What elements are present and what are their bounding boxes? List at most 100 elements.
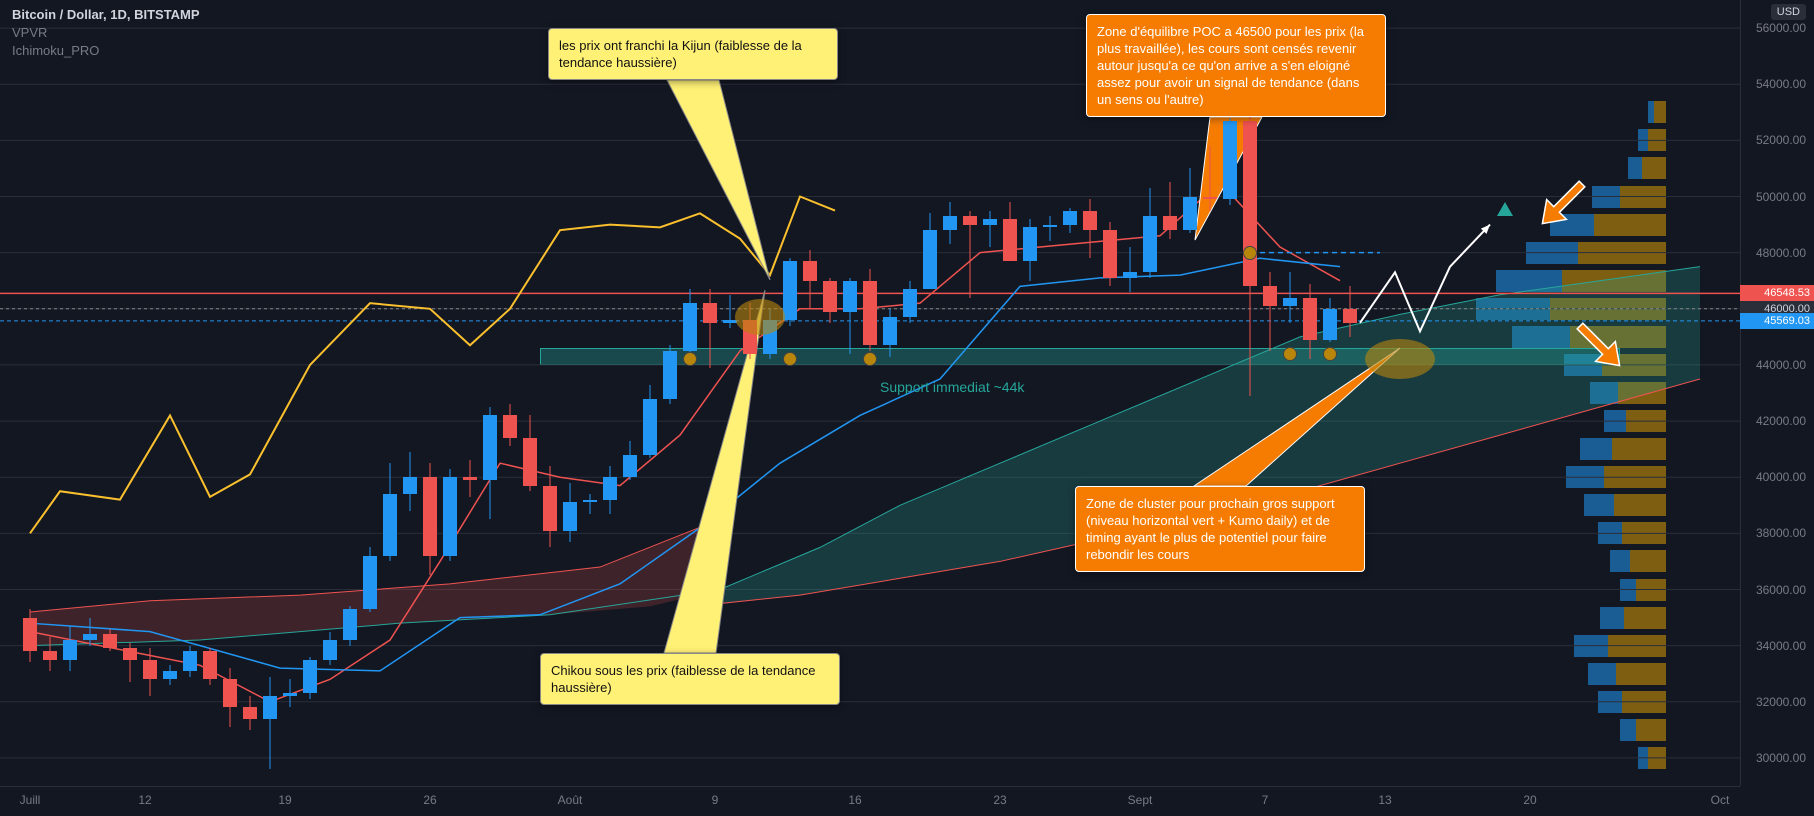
candle bbox=[343, 0, 357, 786]
candle bbox=[263, 0, 277, 786]
currency-label: USD bbox=[1771, 4, 1806, 20]
candle bbox=[843, 0, 857, 786]
x-tick: 19 bbox=[278, 793, 291, 807]
candle bbox=[1283, 0, 1297, 786]
y-tick: 40000.00 bbox=[1756, 470, 1806, 484]
volume-profile-row bbox=[1580, 438, 1666, 460]
y-axis: USD 56000.00 54000.00 52000.00 50000.00 4800… bbox=[1740, 0, 1814, 786]
candle bbox=[63, 0, 77, 786]
candle bbox=[1303, 0, 1317, 786]
volume-profile-row bbox=[1648, 101, 1666, 123]
volume-profile-row bbox=[1496, 270, 1666, 292]
x-tick: Sept bbox=[1128, 793, 1153, 807]
candle bbox=[1243, 0, 1257, 786]
candle bbox=[1203, 0, 1217, 786]
candle bbox=[1263, 0, 1277, 786]
marker-dot bbox=[1243, 246, 1257, 260]
chart-header: Bitcoin / Dollar, 1D, BITSTAMP VPVR Ichi… bbox=[12, 6, 200, 60]
x-tick: 7 bbox=[1262, 793, 1269, 807]
volume-profile-row bbox=[1512, 326, 1666, 348]
volume-profile-row bbox=[1590, 382, 1666, 404]
volume-profile-row bbox=[1592, 186, 1666, 208]
candle bbox=[143, 0, 157, 786]
candle bbox=[183, 0, 197, 786]
annotation-callout[interactable]: les prix ont franchi la Kijun (faiblesse… bbox=[548, 28, 838, 80]
y-tick: 32000.00 bbox=[1756, 695, 1806, 709]
annotation-callout[interactable]: Zone de cluster pour prochain gros suppo… bbox=[1075, 486, 1365, 572]
candle bbox=[943, 0, 957, 786]
volume-profile-row bbox=[1550, 214, 1666, 236]
candle bbox=[1023, 0, 1037, 786]
volume-profile-row bbox=[1628, 157, 1666, 179]
volume-profile-row bbox=[1638, 747, 1666, 769]
candle bbox=[983, 0, 997, 786]
symbol-title: Bitcoin / Dollar, 1D, BITSTAMP bbox=[12, 6, 200, 24]
candle bbox=[1163, 0, 1177, 786]
candle bbox=[43, 0, 57, 786]
candle bbox=[463, 0, 477, 786]
y-tick: 54000.00 bbox=[1756, 77, 1806, 91]
x-tick: Août bbox=[558, 793, 583, 807]
y-tick: 34000.00 bbox=[1756, 639, 1806, 653]
y-tick: 48000.00 bbox=[1756, 246, 1806, 260]
price-label: 45569.03 bbox=[1740, 313, 1814, 329]
volume-profile-row bbox=[1598, 522, 1666, 544]
y-tick: 52000.00 bbox=[1756, 133, 1806, 147]
y-tick: 44000.00 bbox=[1756, 358, 1806, 372]
candle bbox=[903, 0, 917, 786]
volume-profile-row bbox=[1600, 607, 1666, 629]
candle bbox=[223, 0, 237, 786]
volume-profile-row bbox=[1476, 298, 1666, 320]
indicator-ichimoku: Ichimoku_PRO bbox=[12, 42, 200, 60]
candle bbox=[923, 0, 937, 786]
x-tick: 20 bbox=[1523, 793, 1536, 807]
candle bbox=[103, 0, 117, 786]
annotation-callout[interactable]: Zone d'équilibre POC a 46500 pour les pr… bbox=[1086, 14, 1386, 117]
candle bbox=[1223, 0, 1237, 786]
candle bbox=[383, 0, 397, 786]
candle bbox=[403, 0, 417, 786]
y-tick: 56000.00 bbox=[1756, 21, 1806, 35]
y-tick: 50000.00 bbox=[1756, 190, 1806, 204]
candle bbox=[83, 0, 97, 786]
candle bbox=[423, 0, 437, 786]
candle bbox=[503, 0, 517, 786]
marker-dot bbox=[1323, 347, 1337, 361]
marker-dot bbox=[1283, 347, 1297, 361]
price-label: 46548.53 bbox=[1740, 285, 1814, 301]
candle bbox=[363, 0, 377, 786]
marker-ellipse bbox=[735, 299, 785, 335]
candle bbox=[1003, 0, 1017, 786]
volume-profile-row bbox=[1584, 494, 1666, 516]
candle bbox=[1123, 0, 1137, 786]
candle bbox=[1143, 0, 1157, 786]
x-tick: Juill bbox=[20, 793, 41, 807]
marker-dot bbox=[683, 352, 697, 366]
x-tick: 12 bbox=[138, 793, 151, 807]
candle bbox=[863, 0, 877, 786]
volume-profile-row bbox=[1620, 579, 1666, 601]
annotation-callout[interactable]: Chikou sous les prix (faiblesse de la te… bbox=[540, 653, 840, 705]
chart-canvas[interactable]: Bitcoin / Dollar, 1D, BITSTAMP VPVR Ichi… bbox=[0, 0, 1740, 786]
candle bbox=[523, 0, 537, 786]
marker-dot bbox=[783, 352, 797, 366]
y-tick: 38000.00 bbox=[1756, 526, 1806, 540]
volume-profile-row bbox=[1598, 691, 1666, 713]
x-tick: 13 bbox=[1378, 793, 1391, 807]
x-tick: Oct bbox=[1711, 793, 1730, 807]
volume-profile-row bbox=[1620, 719, 1666, 741]
y-tick: 30000.00 bbox=[1756, 751, 1806, 765]
volume-profile-row bbox=[1588, 663, 1666, 685]
volume-profile-row bbox=[1610, 550, 1666, 572]
candle bbox=[1343, 0, 1357, 786]
candle bbox=[1183, 0, 1197, 786]
candle bbox=[123, 0, 137, 786]
volume-profile-row bbox=[1574, 635, 1666, 657]
candle bbox=[283, 0, 297, 786]
candle bbox=[243, 0, 257, 786]
candle bbox=[443, 0, 457, 786]
candle bbox=[1103, 0, 1117, 786]
indicator-vpvr: VPVR bbox=[12, 24, 200, 42]
volume-profile-row bbox=[1566, 466, 1666, 488]
marker-ellipse bbox=[1365, 339, 1435, 379]
